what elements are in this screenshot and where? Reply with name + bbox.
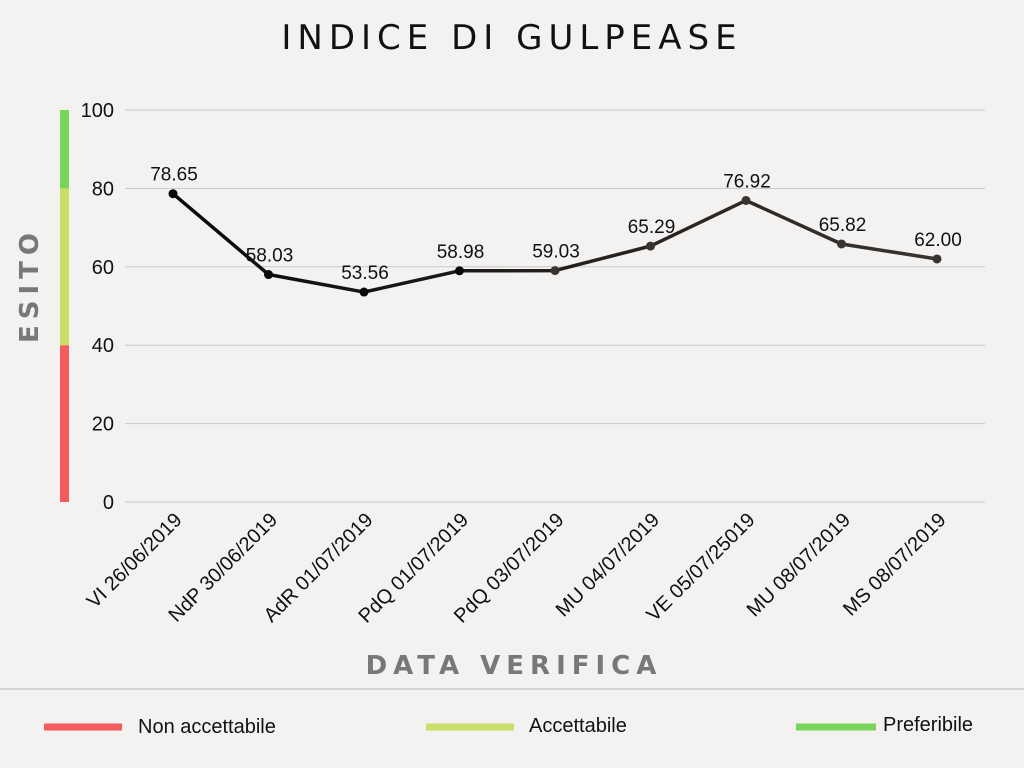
data-label: 53.56 bbox=[341, 263, 389, 284]
y-tick-label: 100 bbox=[81, 100, 114, 122]
data-label: 58.03 bbox=[246, 246, 294, 267]
legend-label: Non accettabile bbox=[138, 716, 276, 738]
data-point bbox=[932, 254, 942, 264]
x-axis-title: DATA VERIFICA bbox=[366, 651, 663, 681]
x-category-label: VI 26/06/2019 bbox=[83, 509, 187, 613]
y-tick-label: 40 bbox=[92, 335, 114, 357]
legend-label: Accettabile bbox=[529, 715, 627, 737]
score-band bbox=[60, 188, 69, 346]
data-point bbox=[550, 266, 560, 276]
data-point bbox=[741, 195, 751, 205]
data-points bbox=[168, 189, 942, 297]
legend-label: Preferibile bbox=[883, 714, 973, 736]
data-label: 62.00 bbox=[914, 230, 962, 251]
data-label: 76.92 bbox=[723, 171, 771, 192]
data-point bbox=[646, 241, 655, 251]
legend: Non accettabile Accettabile Preferibile bbox=[44, 714, 973, 738]
y-axis-ticks: 0 20 40 60 80 100 bbox=[81, 100, 114, 514]
data-point bbox=[455, 266, 464, 276]
y-tick-label: 60 bbox=[92, 257, 114, 279]
data-point bbox=[168, 189, 178, 199]
y-tick-label: 80 bbox=[92, 178, 114, 200]
data-label: 65.29 bbox=[628, 217, 676, 238]
data-labels: 78.65 58.03 53.56 58.98 59.03 65.29 76.92 65.82… bbox=[150, 165, 962, 284]
data-label: 58.98 bbox=[437, 242, 485, 263]
score-band bbox=[60, 110, 69, 189]
data-point bbox=[359, 287, 369, 297]
data-label: 59.03 bbox=[532, 242, 580, 263]
y-axis-title: ESITO bbox=[15, 227, 45, 343]
data-point bbox=[264, 270, 273, 280]
data-label: 78.65 bbox=[150, 165, 198, 186]
grid bbox=[125, 109, 985, 503]
score-bands bbox=[60, 110, 69, 502]
data-point bbox=[837, 239, 846, 249]
y-tick-label: 0 bbox=[103, 492, 114, 514]
y-tick-label: 20 bbox=[92, 414, 114, 436]
chart-title: INDICE DI GULPEASE bbox=[281, 18, 742, 58]
score-band bbox=[60, 345, 69, 502]
x-category-label: MS 08/07/2019 bbox=[839, 509, 950, 620]
data-label: 65.82 bbox=[819, 215, 867, 236]
